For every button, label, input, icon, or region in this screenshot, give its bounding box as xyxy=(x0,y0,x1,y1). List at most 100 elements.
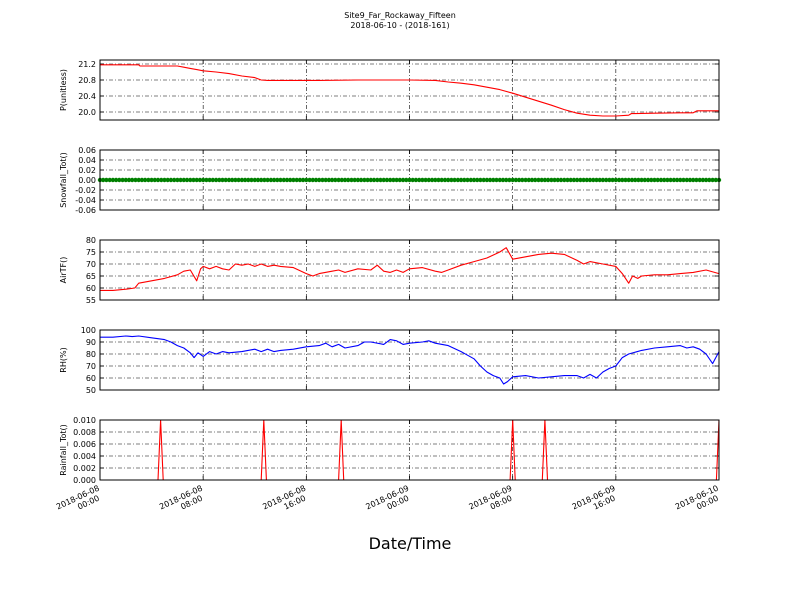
panel-1-data-point xyxy=(271,177,277,183)
panel-1-data-point xyxy=(584,177,589,183)
panel-1-data-point xyxy=(388,177,393,183)
panel-1-data-point xyxy=(249,177,254,183)
panel-1-data-point xyxy=(707,177,712,183)
panel-1-data-point xyxy=(365,177,370,183)
panel-1-data-point xyxy=(159,177,164,183)
panel-1-ytick-label: 0.04 xyxy=(78,156,96,165)
panel-1-data-point xyxy=(204,177,209,183)
panel-1-data-point xyxy=(604,177,609,183)
panel-1-data-point xyxy=(497,177,502,183)
panel-1-data-point xyxy=(629,177,635,183)
panel-1-data-point xyxy=(639,177,644,183)
panel-1-data-point xyxy=(130,177,135,183)
panel-1-data-point xyxy=(384,177,390,183)
panel-1-data-point xyxy=(484,177,490,183)
panel-1-data-point xyxy=(626,177,631,183)
panel-1-data-point xyxy=(475,177,480,183)
panel-1-frame xyxy=(99,149,720,211)
panel-1-data-point xyxy=(697,177,702,183)
panel-1-data-point xyxy=(449,177,454,183)
panel-1-data-point xyxy=(504,177,509,183)
panel-1-data-point xyxy=(520,177,525,183)
panel-1-ytick-label: -0.02 xyxy=(75,186,96,195)
panel-1-data-point xyxy=(533,177,538,183)
panel-1-data-point xyxy=(188,177,193,183)
panel-1-ytick-label: -0.04 xyxy=(75,196,96,205)
panel-1-data-point xyxy=(265,177,270,183)
panel-1-data-point xyxy=(210,177,215,183)
panel-2-ytick-label: 80 xyxy=(86,236,96,245)
panel-1-data-point xyxy=(613,177,618,183)
panel-1-data-point xyxy=(703,177,709,183)
panel-1-data-point xyxy=(549,177,554,183)
panel-1-data-point xyxy=(110,177,116,183)
panel-1-data-point xyxy=(333,177,338,183)
panel-1-data-point xyxy=(539,177,544,183)
panel-1-data-point xyxy=(439,177,444,183)
panel-1-data-point xyxy=(352,177,357,183)
panel-1-data-point xyxy=(288,177,293,183)
panel-1-data-point xyxy=(226,177,232,183)
panel-1-data-point xyxy=(368,177,373,183)
panel-1-ytick-label: 0.06 xyxy=(78,146,96,155)
panel-3-ylabel: RH(%) xyxy=(59,347,68,372)
panel-1-data-point xyxy=(674,177,680,183)
panel-1-data-point xyxy=(362,177,367,183)
panel-1-data-point xyxy=(562,177,567,183)
panel-1-data-point xyxy=(178,177,183,183)
panel-4-ytick-label: 0.010 xyxy=(73,416,96,425)
panel-1-data-point xyxy=(494,177,499,183)
panel-1-data-point xyxy=(297,177,303,183)
panel-1-data-point xyxy=(275,177,280,183)
panel-1-data-point xyxy=(123,177,128,183)
figure-title: Site9_Far_Rockaway_Fifteen xyxy=(344,11,456,20)
panel-1-data-point xyxy=(581,177,586,183)
panel-3-ytick-label: 50 xyxy=(86,386,96,395)
panel-1-data-point xyxy=(645,177,651,183)
panel-1-data-point xyxy=(662,177,667,183)
panel-1-data-point xyxy=(268,177,274,183)
panel-3-ytick-label: 70 xyxy=(86,362,96,371)
panel-1-data-point xyxy=(633,177,638,183)
panel-1-data-point xyxy=(423,177,428,183)
figure-subtitle: 2018-06-10 - (2018-161) xyxy=(350,21,450,30)
panel-1-data-point xyxy=(671,177,677,183)
panel-3-series-line xyxy=(100,335,720,385)
panel-1-data-point xyxy=(665,177,670,183)
panel-1-data-point xyxy=(336,177,341,183)
panel-1-data-point xyxy=(552,177,557,183)
panel-1-data-point xyxy=(317,177,322,183)
panel-1-data-point xyxy=(197,177,203,183)
panel-1-data-point xyxy=(291,177,296,183)
panel-1-data-point xyxy=(133,177,138,183)
panel-1-data-point xyxy=(429,177,435,183)
panel-1-data-point xyxy=(510,177,515,183)
panel-1-data-point xyxy=(113,177,119,183)
panel-1-data-point xyxy=(694,177,699,183)
panel-1-data-point xyxy=(636,177,641,183)
panel-1-ylabel: Snowfall_Tot() xyxy=(59,152,68,208)
panel-1-data-point xyxy=(691,177,696,183)
panel-0-ytick-label: 20.0 xyxy=(78,108,96,117)
panel-3-frame xyxy=(99,329,720,391)
panel-2-ytick-label: 60 xyxy=(86,284,96,293)
panel-4-ytick-label: 0.006 xyxy=(73,440,96,449)
panel-1-data-point xyxy=(165,177,170,183)
panel-1-data-point xyxy=(284,177,290,183)
panel-1-data-point xyxy=(481,177,486,183)
panel-1-data-point xyxy=(375,177,380,183)
panel-1-data-point xyxy=(259,177,264,183)
panel-1-data-point xyxy=(700,177,706,183)
panel-1-data-point xyxy=(471,177,477,183)
panel-1-data-point xyxy=(355,177,361,183)
panel-1-data-point xyxy=(149,177,154,183)
panel-1-ytick-label: 0.00 xyxy=(78,176,96,185)
panel-0-ylabel: P(unitless) xyxy=(59,69,68,111)
panel-2-series-line xyxy=(100,247,720,291)
panel-1-data-point xyxy=(371,177,377,183)
panel-1-data-point xyxy=(668,177,673,183)
panel-2-ylabel: AirTF() xyxy=(59,257,68,284)
panel-1-data-point xyxy=(320,177,325,183)
panel-1-data-point xyxy=(252,177,257,183)
panel-1-data-point xyxy=(233,177,238,183)
